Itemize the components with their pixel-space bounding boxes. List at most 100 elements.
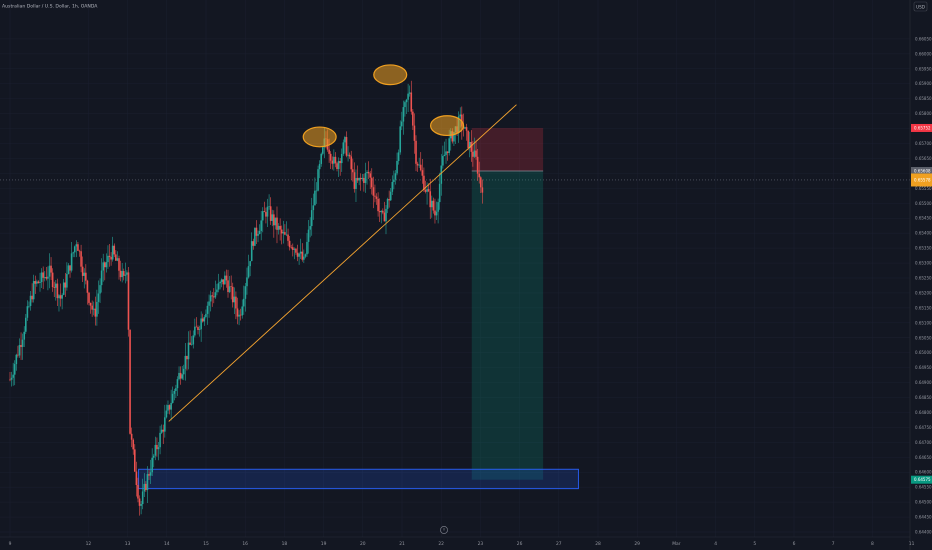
candle-body (216, 289, 218, 293)
price-axis[interactable]: USD 0.660500.660000.659500.659000.658500… (909, 0, 932, 550)
candle-body (145, 483, 147, 491)
candle-body (115, 254, 117, 261)
candle-body (467, 130, 469, 148)
candle-body (89, 302, 92, 306)
candle-body (394, 173, 397, 180)
candle-body (88, 292, 90, 303)
candle-body (56, 283, 59, 299)
candle-body (156, 444, 158, 450)
candle-body (173, 390, 176, 394)
candle-body (236, 308, 239, 317)
candle-body (148, 474, 150, 476)
candle-body (465, 127, 468, 131)
price-ticks: 0.66050 0.66000 0.65950 0.65900 0.65850 0.658… (915, 36, 932, 534)
candle-body (197, 327, 199, 330)
candle-body (378, 211, 381, 213)
position-tool[interactable] (471, 127, 544, 480)
price-tick-label: 0.65500 (915, 201, 932, 206)
candle-body (21, 339, 24, 347)
candle-body (246, 277, 248, 287)
candle-body (304, 254, 307, 257)
price-tick-label: 0.65450 (915, 216, 932, 221)
candle-body (408, 92, 411, 94)
candle-body (396, 160, 398, 174)
candle-body (476, 156, 479, 174)
candle-body (412, 111, 414, 126)
candle-body (194, 326, 196, 336)
highlight-ellipse[interactable] (373, 64, 408, 86)
candle-body (143, 483, 146, 492)
stop-loss-zone[interactable] (471, 127, 544, 172)
candle-body (295, 248, 297, 253)
candle-body (127, 272, 130, 330)
candle-body (472, 151, 474, 157)
candle-body (13, 364, 16, 375)
current-price-label: 0.65578 (914, 177, 931, 182)
price-tick-label: 0.64800 (915, 410, 932, 415)
time-tick-label: 12 (86, 541, 92, 547)
candle-body (261, 211, 264, 221)
currency-box[interactable] (913, 1, 928, 12)
candle-body (179, 372, 182, 379)
candle-body (306, 241, 308, 255)
candle-body (377, 198, 379, 212)
candle-body (77, 244, 79, 251)
candle-body (175, 388, 177, 391)
candle-body (190, 344, 193, 346)
candle-body (40, 272, 43, 283)
candle-body (222, 279, 225, 285)
candle-body (432, 200, 435, 211)
candle-body (103, 262, 106, 268)
candle-body (328, 149, 330, 154)
candle-body (48, 265, 51, 277)
highlight-ellipse[interactable] (302, 126, 337, 148)
candle-body (111, 245, 114, 260)
price-tick-label: 0.65000 (915, 350, 932, 355)
candle-body (336, 163, 338, 169)
candle-body (296, 252, 299, 257)
candle-body (405, 99, 408, 103)
candle-body (355, 178, 357, 189)
candle-body (448, 138, 450, 153)
price-tick-label: 0.65900 (915, 81, 932, 86)
candle-body (255, 227, 258, 236)
candle-body (17, 354, 19, 356)
highlight-ellipses[interactable] (302, 64, 465, 148)
take-profit-zone[interactable] (471, 171, 544, 480)
support-box[interactable] (138, 468, 579, 490)
candle-body (437, 202, 439, 212)
candle-body (364, 173, 367, 183)
price-tick-label: 0.64750 (915, 425, 932, 430)
candle-body (230, 286, 232, 287)
candle-body (29, 295, 32, 306)
currency-label: USD (916, 5, 925, 10)
candle-body (201, 318, 204, 322)
time-axis[interactable]: 9 12 13 14 15 16 18 19 20 21 22 23 26 27 28 29 Mar 4 5 6 7 8 1… (0, 536, 932, 547)
candle-body (389, 191, 392, 201)
candle-body (402, 107, 405, 122)
candle-body (415, 140, 417, 164)
candle-body (58, 295, 60, 299)
candle-body (137, 484, 139, 499)
candle-body (375, 196, 378, 199)
candle-body (263, 211, 266, 213)
trendline[interactable] (168, 104, 517, 422)
price-tick-label: 0.65800 (915, 111, 932, 116)
candle-body (62, 282, 65, 295)
candle-body (473, 150, 476, 157)
candle-body (453, 132, 455, 142)
price-tick-label: 0.65350 (915, 246, 932, 251)
scroll-to-latest-button[interactable] (440, 526, 448, 534)
candle-body (55, 283, 57, 288)
candle-body (70, 253, 73, 271)
highlight-ellipse[interactable] (430, 115, 465, 137)
candle-body (348, 154, 351, 157)
candle-body (195, 326, 198, 328)
candle-body (149, 472, 152, 476)
candle-body (399, 126, 402, 153)
chart-title: Australian Dollar / U.S. Dollar, 1h, OAN… (2, 4, 98, 10)
candle-body (383, 212, 386, 222)
candle-body (110, 257, 112, 260)
candle-body (122, 271, 125, 276)
